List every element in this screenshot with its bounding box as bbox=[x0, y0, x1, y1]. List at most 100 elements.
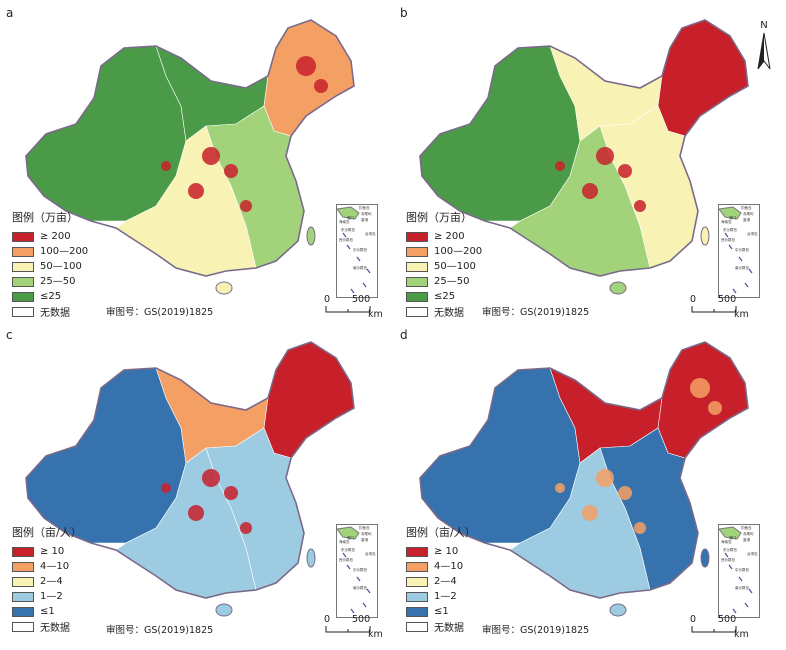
inset-label: 中沙群岛 bbox=[735, 567, 749, 572]
inset-coast bbox=[718, 206, 742, 220]
map-hotspot bbox=[161, 483, 171, 493]
inset-label: 海南岛 bbox=[721, 539, 732, 544]
legend-label: 1—2 bbox=[434, 591, 457, 602]
legend-swatch bbox=[406, 291, 428, 302]
taiwan-island bbox=[306, 226, 316, 246]
maritime-boundary-dash bbox=[362, 282, 367, 288]
maritime-boundary-dash bbox=[732, 608, 737, 614]
china-map bbox=[419, 341, 749, 617]
inset-label: 南沙群岛 bbox=[735, 265, 749, 270]
legend-label: ≥ 200 bbox=[40, 231, 71, 242]
south-china-sea-inset: 海南岛 钓鱼岛 赤尾屿 东沙群岛 西沙群岛 中沙群岛 南沙群岛 澳门 香港 台湾岛 bbox=[718, 204, 760, 298]
scale-unit: km bbox=[734, 629, 749, 640]
inset-label: 西沙群岛 bbox=[339, 237, 353, 242]
legend-label: 无数据 bbox=[434, 308, 464, 319]
scale-bar-line bbox=[325, 306, 371, 313]
south-china-sea-inset: 海南岛 钓鱼岛 赤尾屿 东沙群岛 西沙群岛 中沙群岛 南沙群岛 澳门 香港 台湾岛 bbox=[336, 524, 378, 618]
north-arrow: N bbox=[756, 20, 772, 75]
panel-d: d 图例（亩/人） ≥ 10 4—10 2—4 1—2 ≤1 无数据 审图号：G… bbox=[400, 328, 772, 646]
map-region-northeast bbox=[657, 19, 749, 137]
map-hotspot bbox=[202, 469, 220, 487]
maritime-boundary-dash bbox=[362, 602, 367, 608]
legend-swatch bbox=[406, 561, 428, 572]
map-hotspot bbox=[296, 56, 316, 76]
legend-label: ≤1 bbox=[40, 606, 55, 617]
legend-item: 2—4 bbox=[12, 574, 82, 589]
legend-item: ≤25 bbox=[406, 289, 482, 304]
inset-label: 中沙群岛 bbox=[353, 567, 367, 572]
map-hotspot bbox=[634, 522, 646, 534]
inset-label: 台湾岛 bbox=[747, 231, 758, 236]
map-review-number: 审图号：GS(2019)1825 bbox=[482, 307, 590, 318]
inset-label: 中沙群岛 bbox=[735, 247, 749, 252]
legend-title: 图例（万亩） bbox=[406, 211, 472, 224]
map-hotspot bbox=[708, 401, 722, 415]
inset-label: 钓鱼岛 bbox=[741, 205, 752, 210]
map-hotspot bbox=[708, 79, 722, 93]
inset-label: 赤尾屿 bbox=[361, 211, 372, 216]
inset-label: 香港 bbox=[743, 537, 751, 542]
maritime-boundary-dash bbox=[356, 576, 361, 582]
legend-item: 50—100 bbox=[406, 259, 482, 274]
maritime-boundary-dash bbox=[356, 256, 361, 262]
panel-b: b 图例（万亩） ≥ 200 100—200 50—100 25—50 ≤25 … bbox=[400, 6, 772, 324]
south-china-sea-inset: 海南岛 钓鱼岛 赤尾屿 东沙群岛 西沙群岛 中沙群岛 南沙群岛 澳门 香港 台湾岛 bbox=[336, 204, 378, 298]
inset-label: 海南岛 bbox=[339, 219, 350, 224]
legend-swatch bbox=[406, 261, 428, 272]
legend-swatch bbox=[12, 621, 34, 632]
inset-label: 台湾岛 bbox=[365, 551, 376, 556]
legend-label: 50—100 bbox=[40, 261, 82, 272]
panel-letter: a bbox=[6, 6, 14, 20]
map-hotspot bbox=[161, 161, 171, 171]
legend-item: 无数据 bbox=[12, 304, 88, 319]
maritime-boundary-dash bbox=[342, 552, 347, 558]
scale-bar-line bbox=[691, 306, 737, 313]
maritime-boundary-dash bbox=[350, 608, 355, 614]
legend: 图例（万亩） ≥ 200 100—200 50—100 25—50 ≤25 无数… bbox=[12, 209, 88, 319]
legend-swatch bbox=[12, 276, 34, 287]
legend-item: ≤1 bbox=[12, 604, 82, 619]
legend-label: 50—100 bbox=[434, 261, 476, 272]
inset-label: 南沙群岛 bbox=[735, 585, 749, 590]
map-review-number: 审图号：GS(2019)1825 bbox=[106, 625, 214, 636]
maritime-boundary-dash bbox=[738, 256, 743, 262]
legend-swatch bbox=[12, 576, 34, 587]
scale-max: 500 bbox=[352, 294, 371, 305]
legend-label: ≤1 bbox=[434, 606, 449, 617]
map-region-northeast bbox=[263, 341, 355, 459]
inset-coast bbox=[336, 526, 360, 540]
china-border bbox=[25, 341, 355, 599]
legend: 图例（亩/人） ≥ 10 4—10 2—4 1—2 ≤1 无数据 bbox=[406, 524, 476, 634]
legend-item: 100—200 bbox=[406, 244, 482, 259]
legend-label: 2—4 bbox=[434, 576, 457, 587]
legend-item: 50—100 bbox=[12, 259, 88, 274]
taiwan-island bbox=[700, 548, 710, 568]
legend-item: 100—200 bbox=[12, 244, 88, 259]
legend-swatch bbox=[406, 306, 428, 317]
north-arrow-icon bbox=[757, 32, 771, 70]
scale-zero: 0 bbox=[324, 294, 331, 305]
legend-item: 4—10 bbox=[12, 559, 82, 574]
maritime-boundary-dash bbox=[342, 232, 347, 238]
map-hotspot bbox=[596, 469, 614, 487]
legend-item: ≥ 200 bbox=[406, 229, 482, 244]
legend-item: 1—2 bbox=[12, 589, 82, 604]
maritime-boundary-dash bbox=[748, 588, 753, 594]
legend-label: ≥ 10 bbox=[434, 546, 459, 557]
inset-label: 澳门 bbox=[729, 215, 737, 220]
map-hotspot bbox=[555, 483, 565, 493]
scale-unit: km bbox=[368, 309, 383, 320]
legend-item: 4—10 bbox=[406, 559, 476, 574]
legend-item: 无数据 bbox=[406, 619, 476, 634]
maritime-boundary-dash bbox=[728, 564, 733, 570]
inset-coast bbox=[336, 206, 360, 220]
maritime-boundary-dash bbox=[728, 244, 733, 250]
legend-swatch bbox=[12, 231, 34, 242]
map-hotspot bbox=[314, 401, 328, 415]
inset-label: 海南岛 bbox=[721, 219, 732, 224]
inset-label: 澳门 bbox=[729, 535, 737, 540]
inset-label: 东沙群岛 bbox=[723, 547, 737, 552]
maritime-boundary-dash bbox=[366, 268, 371, 274]
inset-label: 南沙群岛 bbox=[353, 265, 367, 270]
scale-bar: 0 500 km bbox=[690, 614, 749, 640]
